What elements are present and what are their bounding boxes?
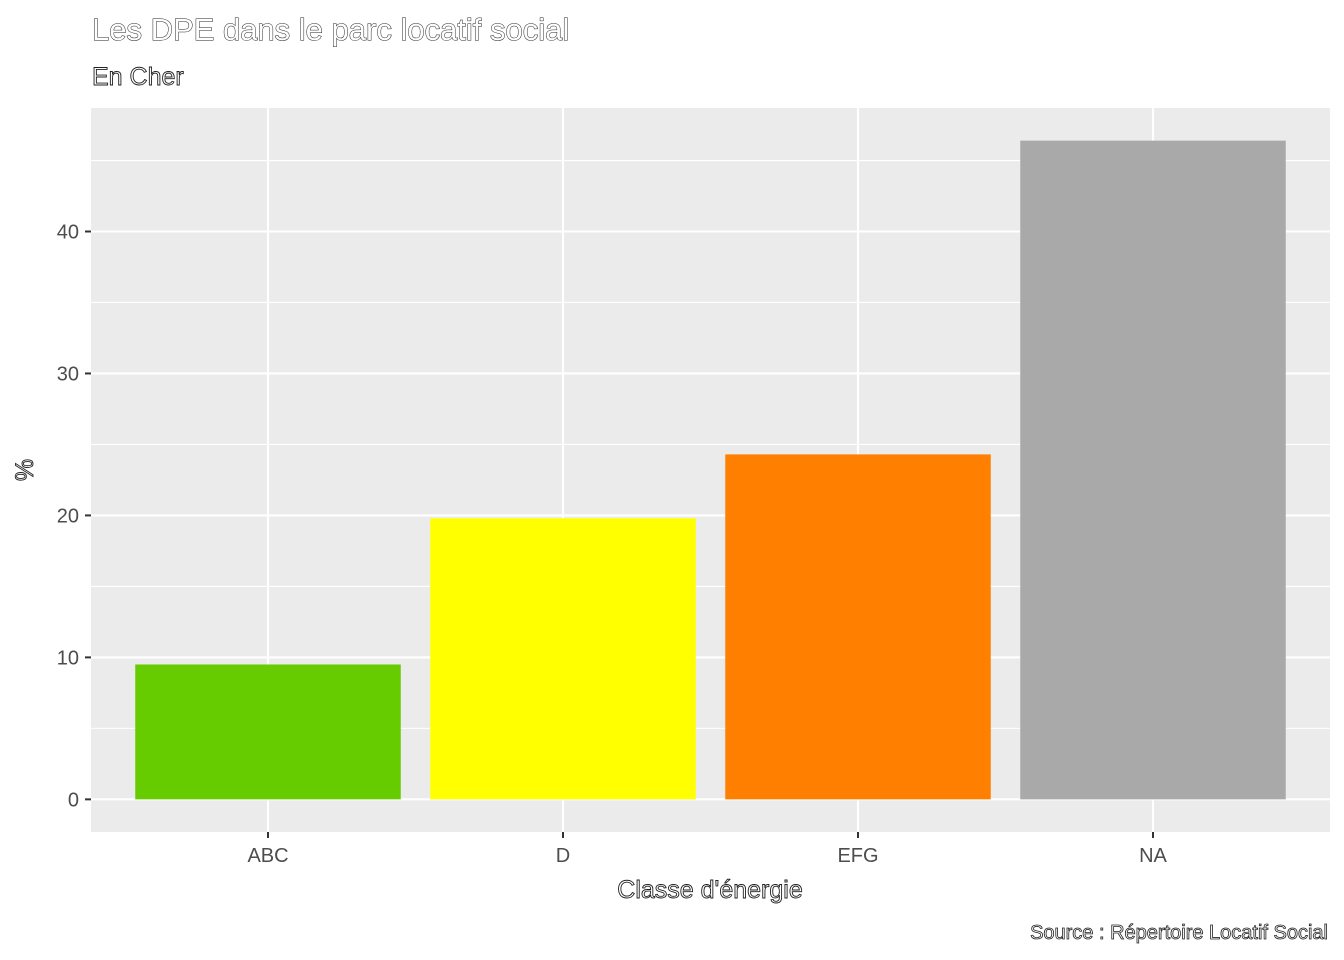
y-axis-title: %: [11, 459, 39, 481]
x-tick-label: ABC: [247, 845, 288, 867]
x-tick-label: NA: [1139, 845, 1167, 867]
y-tick-label: 30: [57, 363, 79, 385]
chart-caption: Source : Répertoire Locatif Social: [1030, 922, 1328, 944]
bars: [135, 140, 1286, 800]
y-tick-label: 20: [57, 505, 79, 527]
bar-d: [430, 518, 696, 800]
y-tick-label: 0: [68, 789, 79, 811]
x-tick-label: D: [556, 845, 570, 867]
y-tick-label: 40: [57, 222, 79, 244]
bar-efg: [725, 454, 991, 800]
bar-abc: [135, 664, 401, 800]
chart-title: Les DPE dans le parc locatif social: [92, 12, 569, 47]
y-tick-label: 10: [57, 647, 79, 669]
bar-na: [1020, 140, 1286, 800]
chart-subtitle: En Cher: [92, 63, 184, 91]
x-axis: ABC D EFG NA: [247, 832, 1168, 867]
y-axis: 0 10 20 30 40: [57, 222, 91, 811]
x-axis-title: Classe d'énergie: [617, 876, 802, 904]
x-tick-label: EFG: [837, 845, 878, 867]
